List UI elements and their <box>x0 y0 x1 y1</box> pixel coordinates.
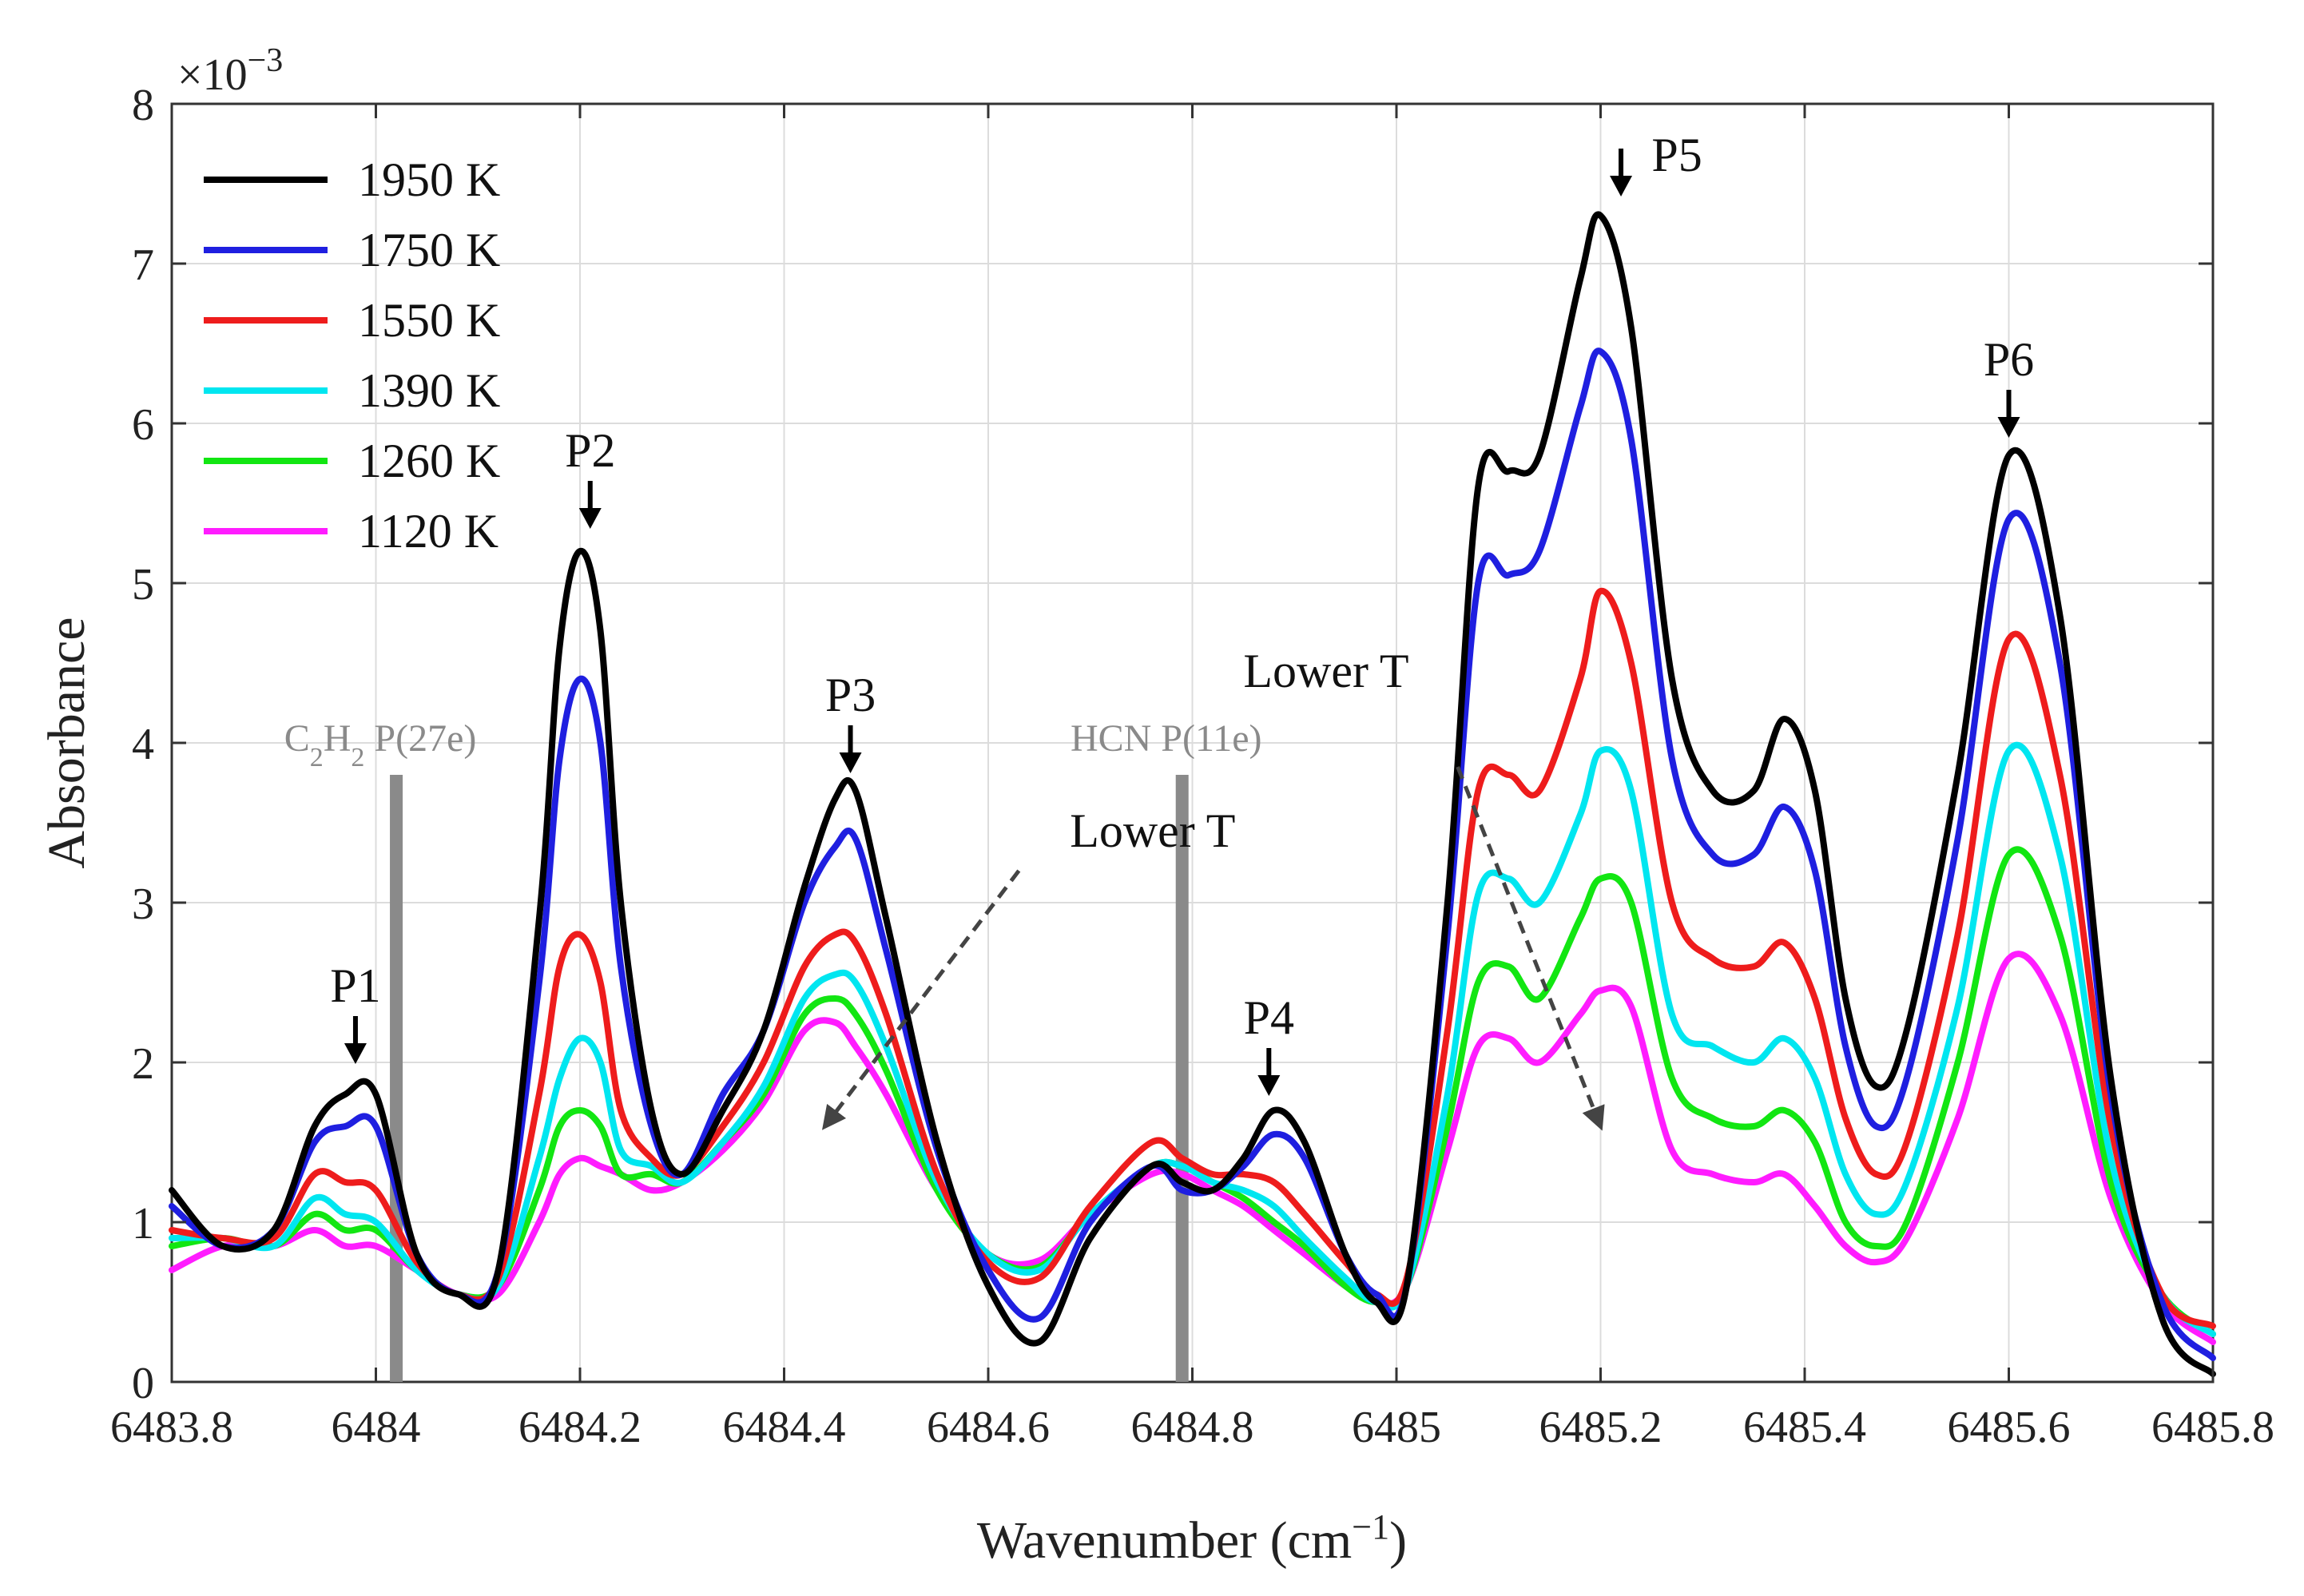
x-axis: 6483.8 6484 6484.2 6484.4 6484.6 6484.8 6485 64… <box>110 104 2274 1452</box>
series-group <box>169 211 2216 1377</box>
x-tick-label: 6485.2 <box>1539 1403 1662 1452</box>
y-tick-label: 5 <box>132 560 154 609</box>
x-tick-label: 6484.8 <box>1131 1403 1254 1452</box>
annotation-arrow <box>1456 766 1605 1131</box>
peak-label: P1 <box>330 959 380 1012</box>
y-multiplier: ×10−3 <box>177 42 283 100</box>
y-axis: 0 1 2 3 4 5 6 7 8 <box>132 81 2213 1408</box>
series-line <box>169 211 2216 1377</box>
y-tick-label: 3 <box>132 879 154 929</box>
peak-label: P3 <box>825 669 876 721</box>
y-tick-label: 6 <box>132 400 154 450</box>
peak-arrow-head <box>1257 1075 1281 1096</box>
peak-markers: P1 P2 P3 P4 P5 P6 <box>330 129 2034 1096</box>
legend: 1950 K 1750 K 1550 K 1390 K 1260 K 1120 K <box>204 153 500 558</box>
y-tick-label: 4 <box>132 720 154 769</box>
peak-label: P6 <box>1984 333 2034 386</box>
x-tick-label: 6485.6 <box>1948 1403 2071 1452</box>
peak-label: P4 <box>1244 991 1294 1044</box>
series-line <box>169 951 2216 1345</box>
annotation-text: Lower T <box>1243 645 1408 697</box>
legend-label: 1390 K <box>358 364 500 417</box>
series-line <box>169 347 2216 1361</box>
reference-line-label: C2H2 P(27e) <box>284 717 477 772</box>
y-axis-title: Absorbance <box>38 617 96 868</box>
peak-label: P2 <box>565 424 615 477</box>
legend-label: 1120 K <box>358 505 499 558</box>
peak-label: P5 <box>1651 129 1702 181</box>
x-tick-label: 6484 <box>332 1403 421 1452</box>
legend-label: 1260 K <box>358 435 500 487</box>
peak-arrow-head <box>1997 417 2020 438</box>
series-line <box>169 741 2216 1337</box>
legend-label: 1550 K <box>358 294 500 347</box>
x-tick-label: 6483.8 <box>110 1403 233 1452</box>
y-tick-label: 8 <box>132 81 154 130</box>
y-tick-label: 2 <box>132 1039 154 1089</box>
legend-label: 1750 K <box>358 224 500 276</box>
reference-line <box>1175 775 1189 1382</box>
x-tick-label: 6484.4 <box>723 1403 846 1452</box>
annotations: Lower T Lower T <box>821 645 1605 1131</box>
peak-arrow-head <box>578 508 602 529</box>
reference-line-label: HCN P(11e) <box>1071 717 1262 760</box>
x-tick-label: 6485 <box>1352 1403 1441 1452</box>
y-tick-label: 1 <box>132 1199 154 1249</box>
peak-arrow-head <box>839 752 862 773</box>
x-tick-label: 6484.6 <box>927 1403 1050 1452</box>
x-tick-label: 6484.2 <box>518 1403 642 1452</box>
y-tick-label: 7 <box>132 240 154 290</box>
annotation-arrow <box>821 869 1021 1130</box>
reference-line <box>390 775 403 1382</box>
series-line <box>169 587 2216 1329</box>
peak-arrow-head <box>344 1043 367 1064</box>
peak-arrow-head <box>1610 176 1633 197</box>
series-line <box>169 846 2216 1337</box>
x-axis-title: Wavenumber (cm−1) <box>977 1507 1407 1570</box>
y-tick-label: 0 <box>132 1359 154 1408</box>
legend-label: 1950 K <box>358 153 500 206</box>
annotation-text: Lower T <box>1070 804 1235 857</box>
x-tick-label: 6485.4 <box>1743 1403 1866 1452</box>
x-tick-label: 6485.8 <box>2151 1403 2274 1452</box>
